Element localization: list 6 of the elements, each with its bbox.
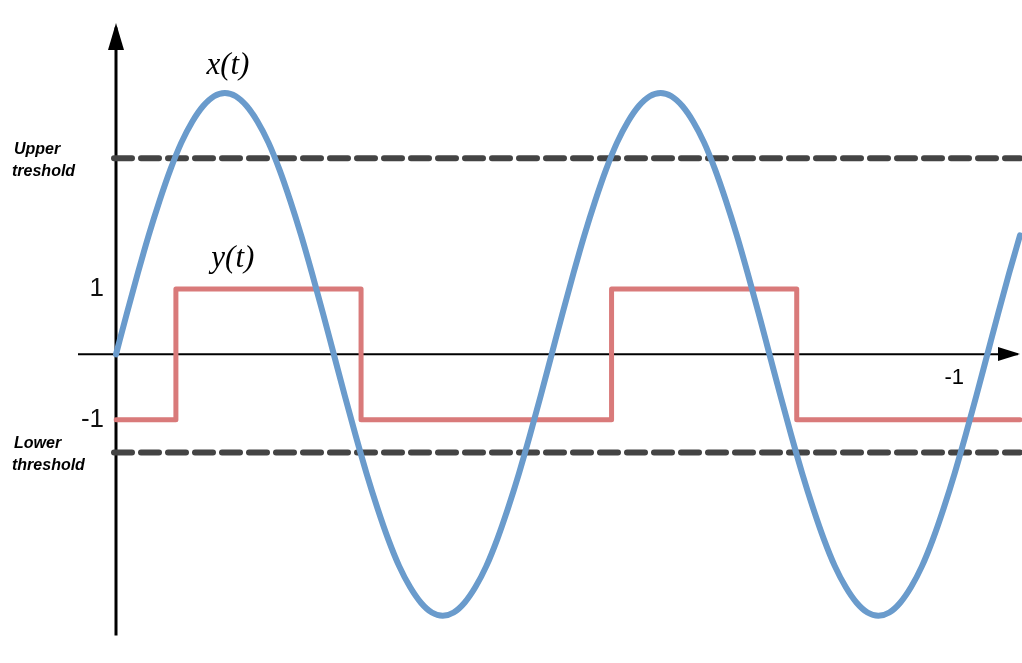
series-label: x(t) (205, 45, 250, 81)
ref-line-label: Lower threshold (12, 434, 87, 474)
ref-line-label: Upper treshold (12, 140, 77, 180)
y-tick-label: 1 (89, 272, 104, 303)
series-label: y(t) (208, 239, 255, 275)
annotation: -1 (944, 364, 964, 390)
